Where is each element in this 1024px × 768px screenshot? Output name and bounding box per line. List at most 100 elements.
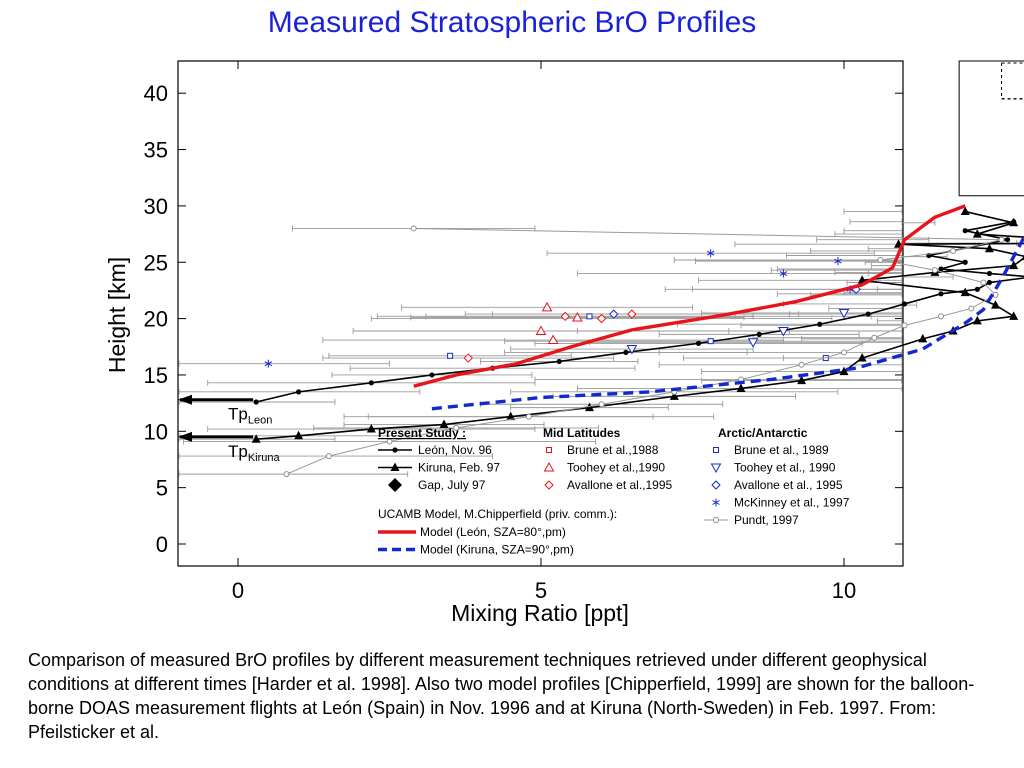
data-point-circle-open: [325, 453, 332, 460]
legend-symbol: [713, 447, 719, 453]
data-point-triangle: [797, 375, 807, 385]
data-point-dot: [623, 349, 629, 356]
data-point-triangle-open: [535, 325, 547, 335]
y-tick-label: 30: [144, 194, 168, 219]
x-axis-label: Mixing Ratio [ppt]: [451, 600, 629, 626]
y-tick-label: 25: [144, 250, 168, 275]
data-point-triangle: [839, 366, 849, 376]
data-point-triangle: [1009, 217, 1019, 227]
legend-label: Avallone et al.,1995: [567, 478, 673, 492]
y-tick-label: 10: [144, 419, 168, 444]
data-point-dot: [974, 286, 980, 292]
legend-header-mid: Mid Latitudes: [543, 426, 621, 440]
data-point-circle-open: [283, 471, 290, 478]
data-point-triangle: [960, 206, 970, 216]
data-point-square: [447, 352, 454, 359]
data-point-dot: [1005, 237, 1011, 243]
data-point-circle-open: [931, 267, 938, 274]
legend-label: Pundt, 1997: [734, 513, 799, 527]
data-point-triangle: [736, 383, 746, 392]
data-point-triangle-down: [626, 345, 638, 355]
legend-symbol: [711, 480, 721, 490]
legend-label: Toohey et al., 1990: [734, 461, 836, 475]
data-point-circle-open: [937, 313, 944, 320]
gap-boxes-group: [958, 60, 1024, 197]
legend-symbol: [546, 447, 552, 453]
data-point-triangle-down: [838, 308, 850, 319]
data-point-square: [707, 338, 714, 345]
y-tick-label: 5: [156, 476, 168, 501]
page-title: Measured Stratospheric BrO Profiles: [267, 6, 757, 39]
data-point-triangle-down: [747, 338, 759, 348]
data-point-triangle-open: [541, 301, 553, 312]
star-stroke: [712, 500, 720, 505]
data-point-dot: [296, 389, 302, 395]
data-point-dot: [986, 270, 993, 277]
legend-label: Gap, July 97: [418, 478, 486, 492]
data-point-circle-open: [798, 361, 805, 368]
legend-label: Toohey et al.,1990: [567, 461, 665, 475]
data-point-diamond-open: [463, 353, 473, 363]
data-point-dot: [902, 301, 908, 307]
data-point-dot: [938, 266, 944, 272]
data-point-star: [712, 498, 720, 507]
data-point-triangle: [366, 424, 376, 433]
tropopause-subscript: Leon: [248, 415, 272, 427]
tropopause-subscript: Kiruna: [248, 452, 281, 464]
data-point-diamond: [388, 478, 402, 492]
data-point-square: [546, 447, 552, 453]
data-point-circle-open: [598, 401, 605, 408]
star-stroke: [706, 250, 715, 256]
data-point-dot: [817, 321, 823, 327]
data-point-dot: [962, 259, 968, 265]
data-point-triangle: [506, 411, 516, 421]
data-point-triangle-open: [572, 311, 583, 322]
data-point-dot: [253, 399, 259, 405]
legend-symbol: [388, 478, 402, 492]
data-point-dot: [938, 291, 944, 297]
data-point-triangle: [439, 419, 449, 429]
data-point-triangle: [669, 391, 679, 400]
star-stroke: [779, 271, 788, 276]
y-axis-label: Height [km]: [104, 257, 130, 373]
data-point-triangle-open: [543, 461, 555, 472]
tropopause-arrowhead: [178, 431, 192, 442]
bro-profile-chart: 051015200510152025303540Mixing Ratio [pp…: [104, 60, 1024, 626]
data-point-dot: [756, 331, 762, 337]
data-point-dot: [368, 380, 374, 386]
figure-caption: Comparison of measured BrO profiles by d…: [28, 650, 975, 742]
data-point-dot: [962, 228, 968, 234]
series-group: [251, 204, 1024, 478]
x-tick-label: 10: [832, 578, 856, 603]
data-point-star: [264, 359, 273, 368]
data-point-triangle: [857, 353, 867, 362]
data-point-dot: [695, 340, 702, 346]
legend-label: Avallone et al., 1995: [734, 478, 843, 492]
data-point-circle-open: [410, 225, 417, 232]
data-point-triangle: [1009, 260, 1019, 270]
legend-symbol: [710, 463, 722, 474]
y-tick-label: 15: [144, 363, 168, 388]
data-point-circle-open: [525, 413, 532, 420]
legend-label: Brune et al., 1989: [734, 443, 829, 457]
legend-label: León, Nov. 96: [418, 443, 492, 457]
data-point-triangle: [251, 434, 261, 443]
legend-label: McKinney et al., 1997: [734, 496, 850, 510]
legend-label: Model (Kiruna, SZA=90°,pm): [420, 543, 574, 557]
legend-header-arctic: Arctic/Antarctic: [718, 426, 808, 440]
data-point-square: [713, 447, 719, 453]
data-point-triangle: [972, 315, 982, 325]
data-point-diamond-open: [609, 309, 619, 319]
profile-line: [256, 210, 1024, 440]
data-point-triangle-open: [547, 334, 559, 345]
data-point-dot: [865, 311, 871, 317]
data-point-square: [586, 313, 593, 320]
data-point-diamond-open: [596, 313, 607, 324]
legend-label: Brune et al.,1988: [567, 443, 659, 457]
y-tick-label: 40: [144, 81, 168, 106]
data-point-star: [706, 249, 715, 258]
model-line: [413, 204, 966, 388]
data-point-triangle-down: [778, 326, 789, 337]
model-line: [431, 233, 1024, 411]
data-point-dot: [392, 447, 398, 453]
